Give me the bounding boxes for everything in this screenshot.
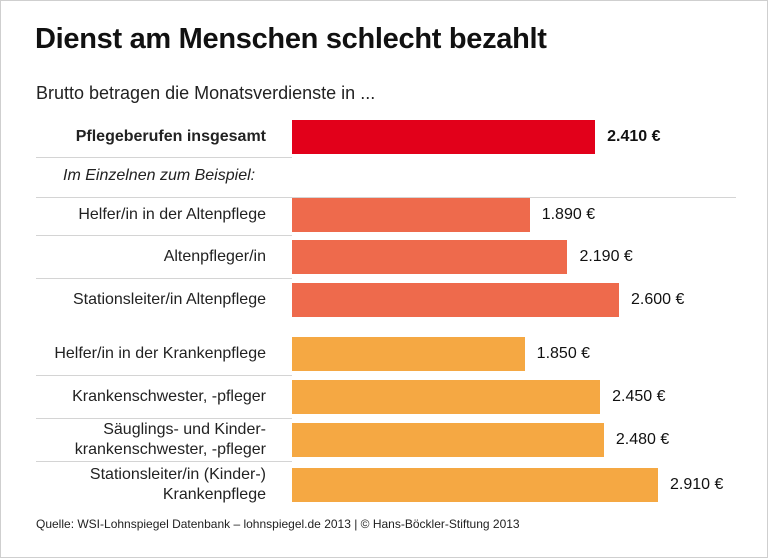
separator (36, 157, 292, 158)
chart-title: Dienst am Menschen schlecht bezahlt (35, 23, 547, 55)
bar (292, 120, 596, 154)
separator (36, 197, 736, 198)
bar (292, 240, 568, 274)
category-label: Pflegeberufen insgesamt (75, 128, 266, 145)
bar (292, 283, 619, 317)
category-label: Stationsleiter/in (Kinder-) Krankenpfleg… (89, 466, 266, 503)
bar (292, 337, 525, 371)
separator (36, 418, 292, 419)
value-label: 1.890 € (541, 206, 596, 223)
value-label: 2.480 € (615, 431, 670, 448)
separator (36, 235, 292, 236)
category-label: Stationsleiter/in Altenpflege (72, 291, 266, 308)
bar (292, 380, 601, 414)
group-label: Im Einzelnen zum Beispiel: (63, 167, 256, 184)
bar (292, 468, 658, 502)
value-label: 2.910 € (670, 476, 724, 493)
category-label: Säuglings- und Kinder- krankenschwester,… (74, 421, 266, 458)
category-label: Krankenschwester, -pfleger (72, 388, 266, 405)
value-label: 1.850 € (536, 345, 591, 362)
value-label: 2.190 € (579, 248, 633, 265)
category-label: Altenpfleger/in (163, 248, 266, 265)
separator (36, 375, 292, 376)
separator (36, 461, 292, 462)
category-label: Helfer/in in der Altenpflege (78, 206, 266, 223)
value-label: 2.600 € (631, 291, 685, 308)
bar (292, 198, 530, 232)
category-label: Helfer/in in der Krankenpflege (54, 345, 266, 362)
separator (36, 278, 292, 279)
value-label: 2.410 € (607, 128, 661, 145)
source: Quelle: WSI-Lohnspiegel Datenbank – lohn… (36, 517, 520, 531)
value-label: 2.450 € (612, 388, 666, 405)
bar (292, 423, 604, 457)
chart-subtitle: Brutto betragen die Monatsverdienste in … (36, 83, 376, 103)
